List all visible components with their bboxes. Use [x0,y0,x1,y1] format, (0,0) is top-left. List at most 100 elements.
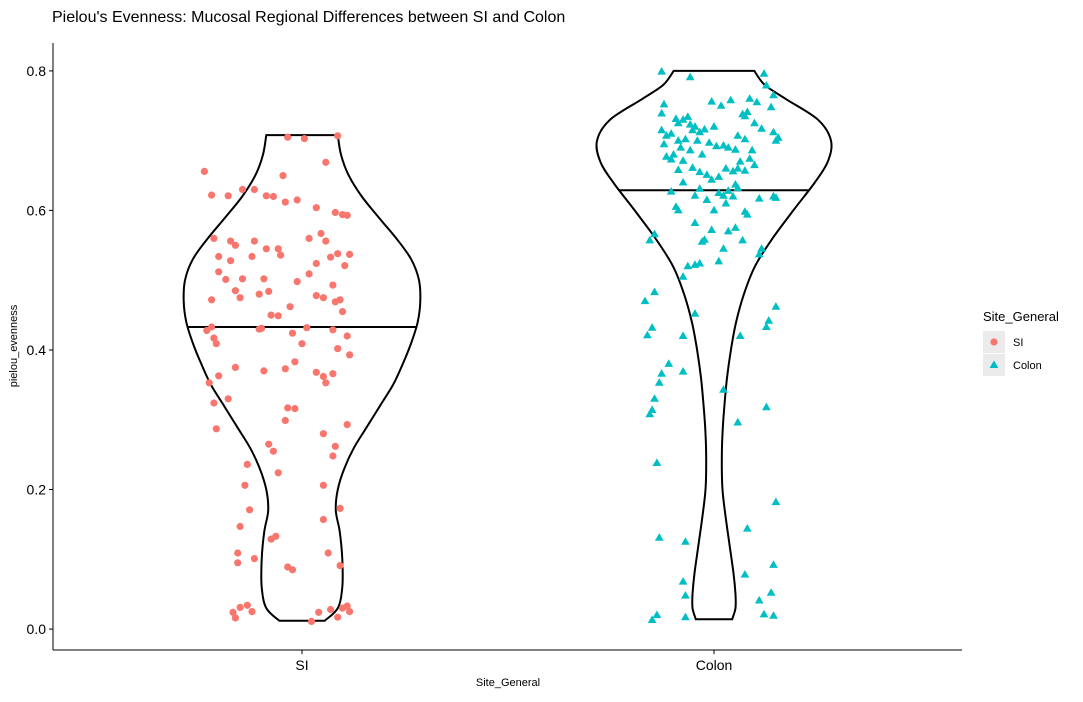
data-point-si [274,245,282,253]
data-point-si [343,421,351,429]
data-point-si [210,399,218,407]
data-point-colon [678,272,688,280]
data-point-si [291,405,299,413]
data-point-si [231,363,239,371]
data-point-si [305,234,313,242]
data-point-colon [757,244,766,252]
data-point-si [260,367,268,375]
data-point-colon [647,323,657,331]
violin-si [182,134,422,622]
data-point-si [334,250,342,258]
data-point-si [250,237,258,245]
data-point-colon [700,235,709,243]
data-point-colon [771,497,781,506]
data-point-colon [678,577,688,585]
data-point-si [284,404,292,412]
data-point-si [329,281,337,289]
data-point-colon [745,94,755,102]
y-axis-title: pielou_evenness [8,304,20,387]
data-point-colon [676,143,686,151]
data-point-colon [762,402,771,411]
data-point-si [334,345,342,353]
data-point-si [288,329,297,337]
data-point-colon [769,127,778,136]
legend: Site_General SI Colon [983,309,1059,376]
data-point-si [312,204,320,212]
data-point-colon [714,188,724,196]
data-point-colon [643,330,652,339]
data-point-si [327,605,335,614]
data-point-si [319,481,327,489]
data-point-colon [750,160,759,169]
data-point-si [341,262,349,270]
data-point-si [319,430,327,438]
data-point-colon [678,156,688,164]
y-tick-label: 0.2 [27,482,47,498]
data-point-si [346,608,354,616]
data-point-si [231,241,239,249]
data-point-si [284,133,292,141]
data-point-si [343,332,351,340]
data-point-colon [769,560,778,568]
plot-area [182,67,833,626]
data-point-colon [743,210,752,218]
data-point-colon [662,152,671,160]
data-point-colon [766,102,776,111]
data-point-si [260,275,268,283]
data-point-colon [673,136,683,144]
data-point-si [265,440,273,448]
data-point-colon [685,72,695,81]
data-point-colon [654,378,664,386]
data-point-colon [762,322,771,330]
data-point-colon [707,175,716,183]
legend-label: SI [1013,337,1023,349]
data-point-si [291,358,299,366]
data-point-si [267,311,275,319]
data-point-colon [771,302,781,310]
data-point-colon [666,154,676,163]
data-point-colon [723,186,733,194]
data-point-si [336,562,344,570]
data-point-si [224,395,232,403]
data-point-si [208,323,216,331]
x-axis-ticks: SI Colon [295,650,732,673]
data-point-si [238,275,247,283]
data-point-si [250,555,258,563]
data-point-colon [726,95,735,104]
data-point-colon [719,191,728,199]
data-point-colon [759,69,769,77]
data-point-si [346,351,354,359]
data-point-si [307,617,316,626]
data-point-colon [657,108,666,117]
data-point-si [227,237,235,245]
data-point-colon [647,615,657,623]
data-point-si [250,185,258,194]
data-point-si [231,287,239,295]
data-point-si [281,365,289,373]
data-point-colon [690,309,700,317]
data-point-si [305,270,313,278]
data-point-colon [659,99,669,108]
data-point-colon [714,256,724,265]
data-point-si [334,613,342,621]
data-point-colon [712,141,721,150]
data-point-si [241,481,249,489]
data-point-si [238,185,247,194]
data-point-colon [640,296,650,305]
data-point-si [317,229,325,238]
data-point-si [265,287,273,295]
y-tick-label: 0.4 [27,342,47,358]
data-point-colon [709,122,719,130]
data-point-colon [704,138,714,146]
data-point-si [224,192,232,200]
data-point-colon [650,229,659,238]
data-point-si [222,275,230,284]
data-point-colon [666,187,676,195]
data-point-si [336,504,344,512]
data-point-colon [707,97,716,105]
data-point-colon [745,154,755,162]
data-point-colon [754,595,764,604]
data-point-colon [747,145,757,154]
